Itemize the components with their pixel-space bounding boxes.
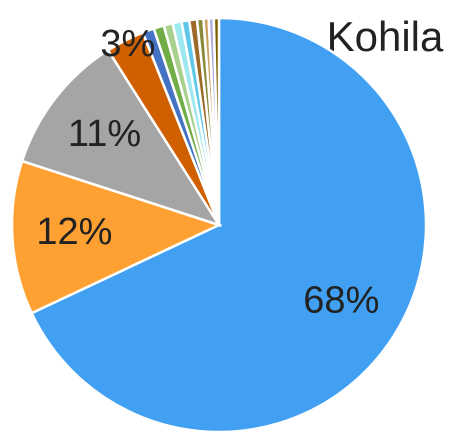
pie-slice: [30, 16, 428, 434]
pie-slice: [212, 16, 221, 226]
pie-slice: [20, 48, 222, 228]
data-label: 68%: [303, 280, 379, 322]
data-label: 3%: [100, 23, 155, 65]
data-label: 11%: [68, 113, 141, 155]
chart-title: Kohila: [327, 13, 444, 60]
pie-slice: [10, 159, 223, 315]
data-label: 12%: [36, 211, 112, 253]
